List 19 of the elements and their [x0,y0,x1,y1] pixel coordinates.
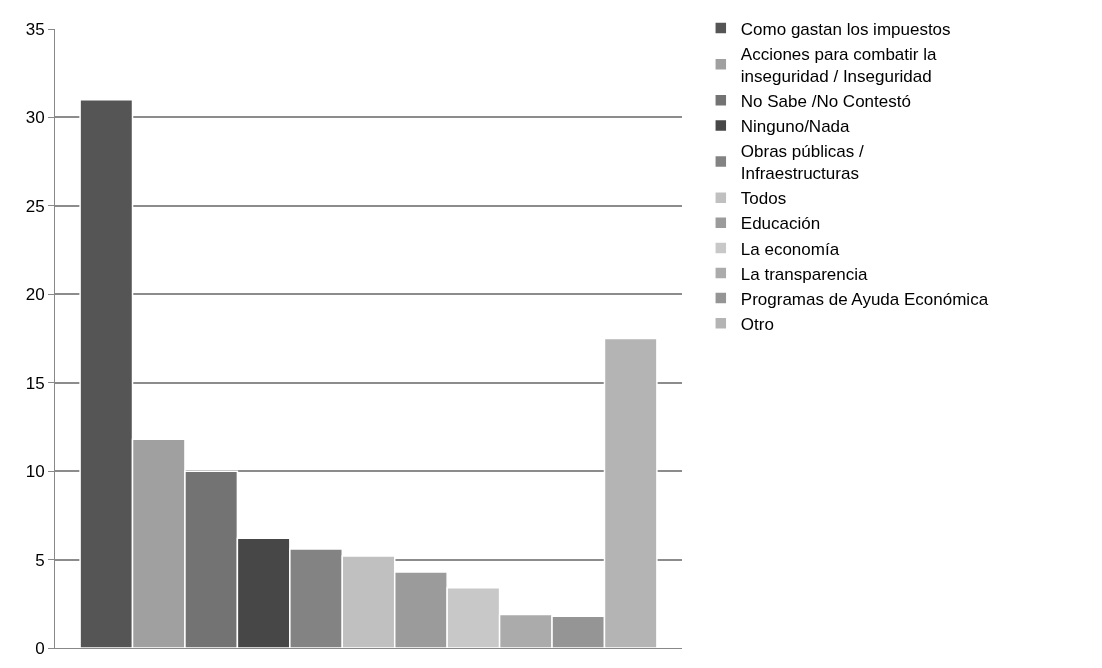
y-tick-label: 30 [25,108,45,128]
legend-label: Como gastan los impuestos [740,19,951,39]
y-tick-label: 15 [25,373,45,393]
legend-label: Ninguno/Nada [740,117,851,137]
legend-label: Otro [740,314,774,334]
y-tick-label: 35 [25,19,45,39]
y-tick-label: 5 [35,550,45,570]
y-tick-label: 25 [25,196,45,216]
legend-label: La economía [740,239,840,259]
y-tick-label: 0 [35,638,45,658]
legend-label: Todos [740,189,787,209]
legend-label: La transparencia [740,264,868,284]
y-tick-label: 20 [25,285,45,305]
legend-label: Acciones para combatir la inseguridad / Inseguridad [740,44,937,86]
y-tick-label: 10 [25,462,45,482]
legend-label: Obras públicas / Infraestructuras [740,142,864,184]
legend-label: No Sabe /No Contestó [740,91,911,111]
legend-label: Programas de Ayuda Económica [740,289,989,309]
legend-label: Educación [740,214,821,234]
